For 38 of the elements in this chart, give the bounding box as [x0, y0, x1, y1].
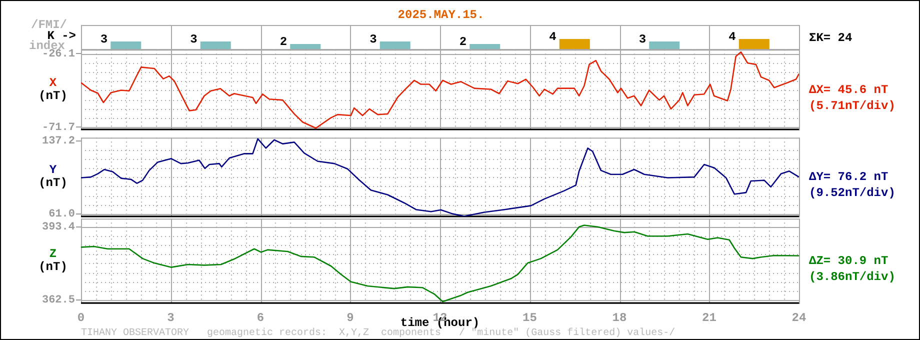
text: Z	[49, 246, 57, 260]
text: X	[49, 76, 57, 90]
x-tick-label: 3	[167, 311, 174, 326]
data-label: 3	[190, 32, 198, 47]
data-label: 3	[100, 32, 108, 47]
y-tick-label: 61.0	[48, 208, 75, 221]
data-label: 3	[638, 32, 646, 47]
data-label: 3	[370, 32, 377, 47]
text: ΔX= 45.6 nT	[809, 82, 888, 96]
x-tick-label: 24	[792, 311, 806, 326]
x-tick-label: 21	[702, 311, 716, 326]
text: (5.71nT/div)	[809, 98, 896, 112]
text: TIHANY OBSERVATORY geomagnetic records: X,Y,Z components / "minute" (Gauss filtered) values-/	[81, 328, 676, 339]
text: (9.52nT/div)	[809, 186, 896, 200]
data-label: 4	[728, 30, 736, 44]
y-tick-label: -26.1	[42, 48, 76, 60]
y-tick-label: 137.2	[42, 136, 75, 148]
x-tick-label: 18	[612, 311, 627, 326]
x-tick-label: 15	[522, 311, 537, 326]
y-axis-title: (nT)	[38, 88, 68, 102]
text: ΔY= 76.2 nT	[809, 170, 888, 184]
x-tick-label: 9	[346, 311, 354, 326]
y-tick-label: 393.4	[42, 222, 76, 234]
text: ΔZ= 30.9 nT	[809, 254, 888, 268]
x-tick-label: 0	[77, 311, 85, 326]
text: (3.86nT/div)	[809, 270, 896, 284]
y-axis-title: (nT)	[38, 176, 68, 190]
y-tick-label: 362.5	[42, 294, 76, 307]
data-label: 2	[459, 35, 467, 50]
x-tick-label: 6	[256, 311, 264, 326]
text: /FMI/	[30, 18, 67, 32]
y-tick-label: -71.7	[42, 122, 75, 134]
text: ΣK= 24	[809, 31, 852, 45]
data-label: 2	[280, 35, 288, 50]
text: Y	[49, 163, 57, 177]
data-label: 4	[549, 30, 556, 44]
chart-title: 2025.MAY.15.	[398, 8, 484, 22]
y-axis-title: (nT)	[38, 260, 68, 274]
